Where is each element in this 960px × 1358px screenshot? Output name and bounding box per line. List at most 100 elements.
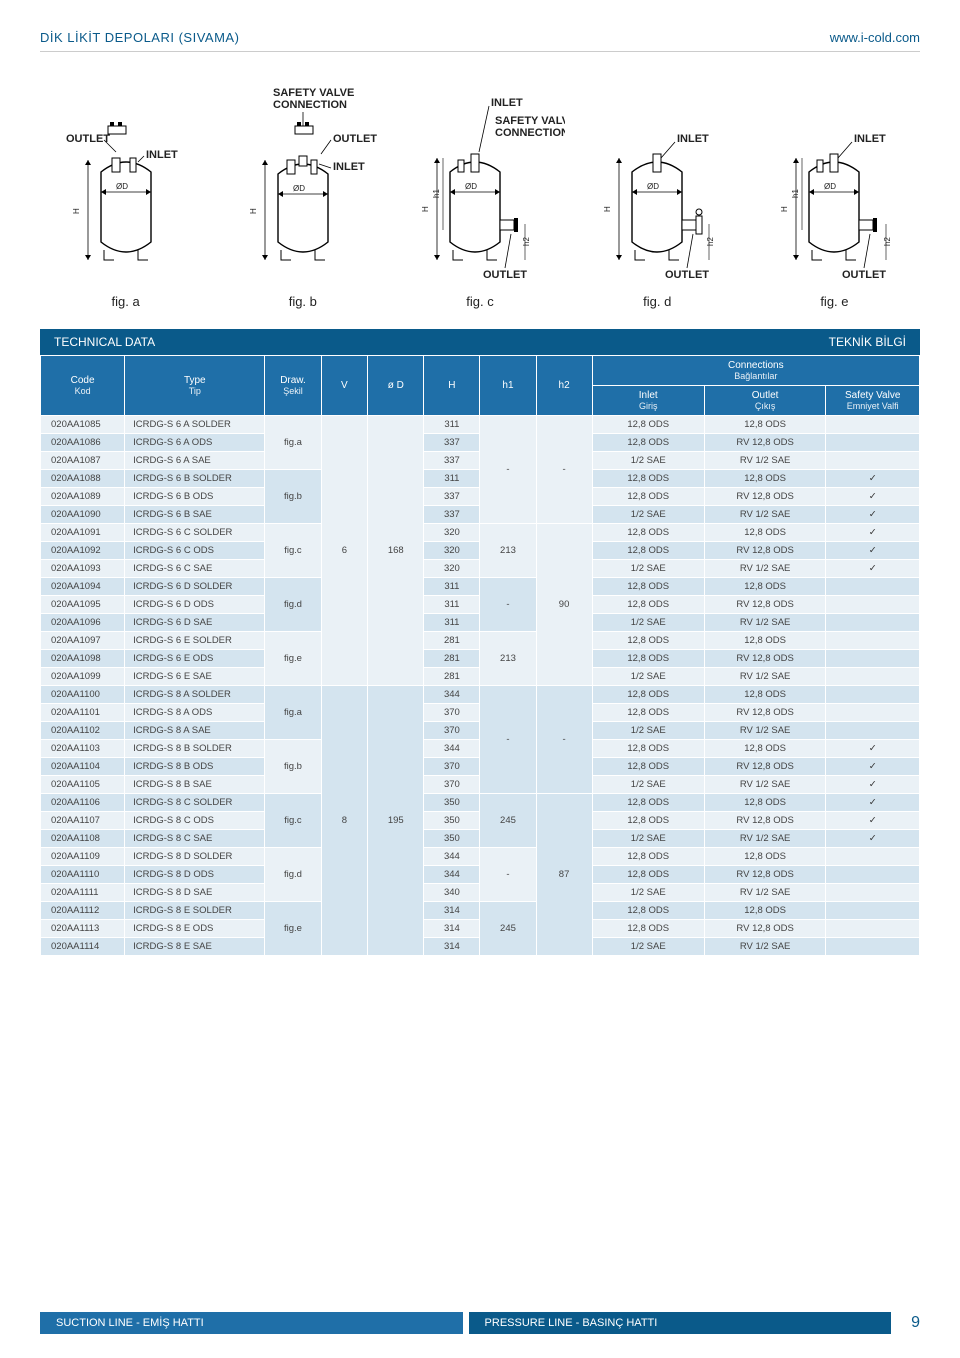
cell-type: ICRDG-S 8 B ODS — [125, 758, 265, 776]
cell-h: 344 — [424, 686, 480, 704]
header-url: www.i-cold.com — [830, 30, 920, 45]
th-h2: h2 — [536, 356, 592, 416]
cell-outlet: 12,8 ODS — [704, 470, 826, 488]
cell-type: ICRDG-S 8 D SAE — [125, 884, 265, 902]
cell-safety — [826, 416, 920, 434]
table-row: 020AA1097ICRDG-S 6 E SOLDERfig.e28121312… — [41, 632, 920, 650]
cell-h: 311 — [424, 578, 480, 596]
cell-type: ICRDG-S 8 C SOLDER — [125, 794, 265, 812]
cell-safety — [826, 740, 920, 758]
cell-draw: fig.b — [265, 740, 321, 794]
th-connections: ConnectionsBağlantılar — [592, 356, 919, 386]
svg-text:h1: h1 — [432, 189, 441, 198]
cell-type: ICRDG-S 6 C ODS — [125, 542, 265, 560]
cell-safety — [826, 614, 920, 632]
th-safety: Safety ValveEmniyet Valfi — [826, 386, 920, 416]
cell-h: 311 — [424, 416, 480, 434]
cell-code: 020AA1111 — [41, 884, 125, 902]
svg-text:CONNECTION: CONNECTION — [495, 127, 565, 139]
cell-code: 020AA1110 — [41, 866, 125, 884]
cell-safety — [826, 794, 920, 812]
cell-code: 020AA1090 — [41, 506, 125, 524]
cell-d: 195 — [368, 686, 424, 956]
cell-type: ICRDG-S 8 E ODS — [125, 920, 265, 938]
cell-draw: fig.d — [265, 848, 321, 902]
cell-draw: fig.a — [265, 686, 321, 740]
th-h: H — [424, 356, 480, 416]
cell-h1: - — [480, 848, 536, 902]
cell-h: 311 — [424, 596, 480, 614]
cell-type: ICRDG-S 8 A ODS — [125, 704, 265, 722]
cell-type: ICRDG-S 6 B ODS — [125, 488, 265, 506]
cell-outlet: 12,8 ODS — [704, 578, 826, 596]
table-row: 020AA1106ICRDG-S 8 C SOLDERfig.c35024587… — [41, 794, 920, 812]
cell-code: 020AA1103 — [41, 740, 125, 758]
cell-code: 020AA1085 — [41, 416, 125, 434]
cell-draw: fig.e — [265, 902, 321, 956]
cell-outlet: 12,8 ODS — [704, 740, 826, 758]
label-safety: SAFETY VALVE — [273, 87, 354, 99]
cell-inlet: 1/2 SAE — [592, 452, 704, 470]
cell-h2: - — [536, 416, 592, 524]
cell-h2: 90 — [536, 524, 592, 686]
svg-text:H: H — [603, 206, 612, 212]
cell-outlet: RV 1/2 SAE — [704, 830, 826, 848]
cell-h: 344 — [424, 848, 480, 866]
cell-code: 020AA1098 — [41, 650, 125, 668]
cell-safety — [826, 812, 920, 830]
cell-code: 020AA1107 — [41, 812, 125, 830]
cell-type: ICRDG-S 6 E SAE — [125, 668, 265, 686]
cell-inlet: 1/2 SAE — [592, 776, 704, 794]
cell-inlet: 12,8 ODS — [592, 866, 704, 884]
cell-type: ICRDG-S 6 C SAE — [125, 560, 265, 578]
cell-safety — [826, 830, 920, 848]
cell-draw: fig.c — [265, 794, 321, 848]
cell-code: 020AA1099 — [41, 668, 125, 686]
cell-type: ICRDG-S 6 D SOLDER — [125, 578, 265, 596]
cell-inlet: 1/2 SAE — [592, 830, 704, 848]
cell-h1: - — [480, 578, 536, 632]
cell-outlet: RV 12,8 ODS — [704, 434, 826, 452]
svg-text:OUTLET: OUTLET — [665, 269, 709, 281]
svg-text:ØD: ØD — [824, 182, 836, 191]
cell-h: 370 — [424, 722, 480, 740]
th-inlet: InletGiriş — [592, 386, 704, 416]
cell-code: 020AA1097 — [41, 632, 125, 650]
cell-safety — [826, 506, 920, 524]
cell-outlet: RV 12,8 ODS — [704, 650, 826, 668]
cell-h1: - — [480, 686, 536, 794]
cell-h: 337 — [424, 488, 480, 506]
cell-h: 350 — [424, 830, 480, 848]
cell-h: 281 — [424, 668, 480, 686]
cell-code: 020AA1106 — [41, 794, 125, 812]
cell-outlet: RV 1/2 SAE — [704, 722, 826, 740]
cell-outlet: RV 12,8 ODS — [704, 866, 826, 884]
cell-code: 020AA1104 — [41, 758, 125, 776]
cell-h: 350 — [424, 812, 480, 830]
table-row: 020AA1112ICRDG-S 8 E SOLDERfig.e31424512… — [41, 902, 920, 920]
cell-type: ICRDG-S 8 A SAE — [125, 722, 265, 740]
cell-v: 6 — [321, 416, 368, 686]
cell-safety — [826, 434, 920, 452]
cell-h: 281 — [424, 632, 480, 650]
cell-h: 314 — [424, 902, 480, 920]
tech-right: TEKNİK BİLGİ — [829, 335, 906, 349]
cell-draw: fig.a — [265, 416, 321, 470]
cell-h: 350 — [424, 794, 480, 812]
cell-safety — [826, 470, 920, 488]
cell-h: 337 — [424, 506, 480, 524]
table-row: 020AA1091ICRDG-S 6 C SOLDERfig.c32021390… — [41, 524, 920, 542]
cell-type: ICRDG-S 8 B SOLDER — [125, 740, 265, 758]
cell-outlet: RV 12,8 ODS — [704, 542, 826, 560]
cell-code: 020AA1109 — [41, 848, 125, 866]
cell-outlet: RV 12,8 ODS — [704, 920, 826, 938]
cell-inlet: 12,8 ODS — [592, 686, 704, 704]
th-code: CodeKod — [41, 356, 125, 416]
cell-outlet: RV 1/2 SAE — [704, 506, 826, 524]
cell-code: 020AA1089 — [41, 488, 125, 506]
cell-inlet: 1/2 SAE — [592, 560, 704, 578]
cell-code: 020AA1092 — [41, 542, 125, 560]
cell-outlet: RV 12,8 ODS — [704, 758, 826, 776]
th-type: TypeTip — [125, 356, 265, 416]
cell-inlet: 12,8 ODS — [592, 542, 704, 560]
